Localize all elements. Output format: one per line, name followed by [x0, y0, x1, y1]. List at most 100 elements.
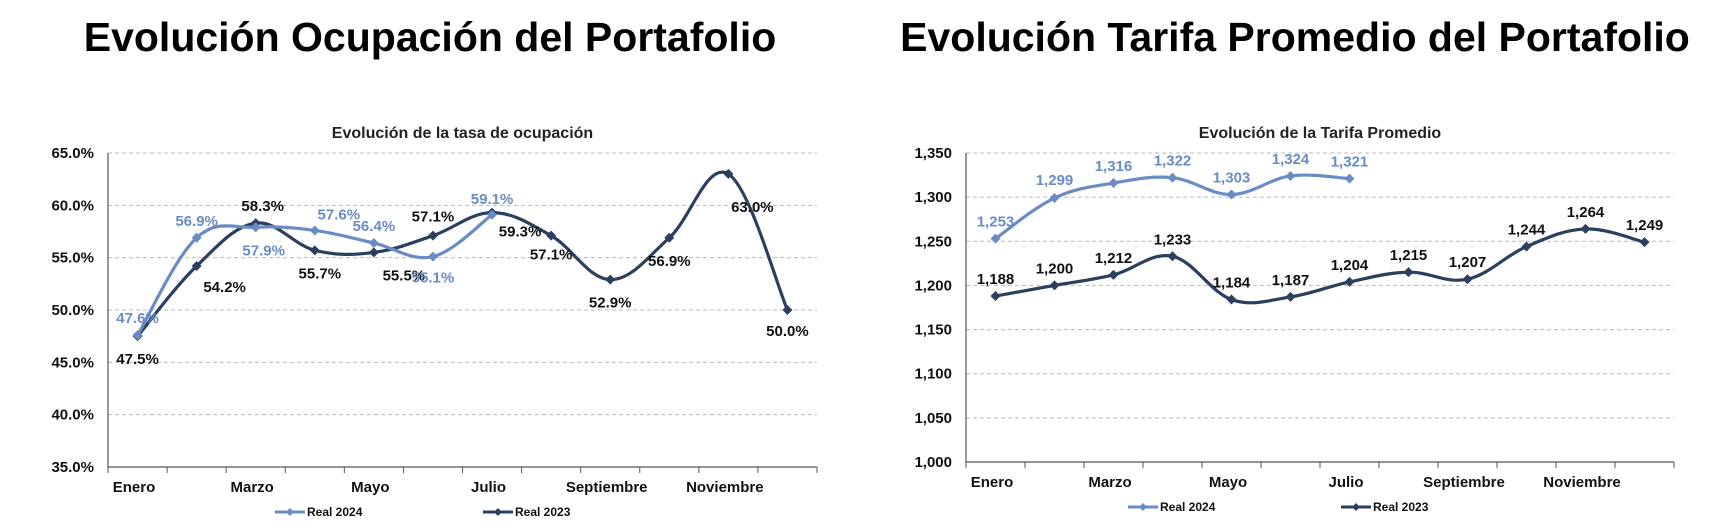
rate-data-label: 1,253	[977, 214, 1015, 231]
occupancy-data-point	[664, 232, 675, 243]
occupancy-data-label: 56.9%	[175, 213, 218, 230]
occupancy-legend-label: Real 2023	[515, 505, 571, 519]
occupancy-data-label: 56.9%	[648, 253, 691, 270]
rate-data-label: 1,249	[1626, 217, 1664, 234]
rate-y-tick-label: 1,250	[914, 233, 952, 250]
occupancy-data-label: 52.9%	[589, 295, 632, 312]
rate-y-tick-label: 1,000	[914, 454, 952, 471]
rate-data-point	[1167, 251, 1178, 262]
rate-data-label: 1,299	[1036, 172, 1074, 189]
occupancy-data-point	[427, 251, 438, 262]
occupancy-data-label: 57.1%	[412, 209, 455, 226]
rate-data-point	[1285, 291, 1296, 302]
occupancy-data-point	[309, 225, 320, 236]
occupancy-data-label: 55.1%	[412, 270, 455, 287]
occupancy-data-label: 59.1%	[471, 191, 514, 208]
rate-data-point	[1226, 189, 1237, 200]
rate-data-point	[1344, 276, 1355, 287]
rate-chart-title: Evolución de la Tarifa Promedio	[1199, 125, 1442, 142]
rate-data-label: 1,322	[1154, 153, 1192, 170]
occupancy-data-label: 56.4%	[353, 218, 396, 235]
rate-data-label: 1,321	[1331, 154, 1369, 171]
rate-legend-marker	[1139, 503, 1147, 511]
occupancy-data-point	[782, 305, 793, 315]
rate-legend-label: Real 2024	[1160, 500, 1216, 514]
occupancy-y-tick-label: 65.0%	[51, 145, 94, 162]
occupancy-data-point	[368, 238, 379, 249]
occupancy-chart: Evolución de la tasa de ocupación 35.0% 40…	[51, 125, 818, 519]
occupancy-data-point	[487, 209, 498, 220]
occupancy-data-point	[191, 232, 202, 243]
occupancy-data-label: 63.0%	[731, 199, 774, 216]
occupancy-legend-label: Real 2024	[307, 505, 363, 519]
rate-data-label: 1,187	[1272, 272, 1310, 289]
occupancy-data-label: 50.0%	[766, 323, 809, 340]
rate-data-point	[1403, 267, 1414, 278]
rate-data-label: 1,215	[1390, 247, 1428, 264]
occupancy-y-tick-label: 50.0%	[51, 302, 94, 319]
rate-data-label: 1,303	[1213, 169, 1251, 186]
occupancy-x-tick-label: Mayo	[351, 479, 389, 496]
rate-data-point	[1344, 173, 1355, 184]
rate-data-point	[990, 291, 1001, 302]
occupancy-data-label: 47.5%	[116, 351, 159, 368]
occupancy-data-label: 58.3%	[241, 198, 284, 215]
rate-data-point	[1580, 223, 1591, 234]
rate-data-label: 1,212	[1095, 250, 1133, 267]
occupancy-data-point	[250, 222, 261, 233]
rate-data-label: 1,204	[1331, 257, 1369, 274]
occupancy-data-point	[309, 245, 320, 256]
occupancy-x-tick-label: Noviembre	[686, 479, 764, 496]
rate-data-point	[1108, 178, 1119, 189]
rate-legend-label: Real 2023	[1373, 500, 1429, 514]
rate-data-label: 1,207	[1449, 254, 1487, 271]
occupancy-y-tick-label: 45.0%	[51, 354, 94, 371]
rate-data-label: 1,316	[1095, 158, 1133, 175]
occupancy-data-point	[191, 261, 202, 272]
rate-data-point	[990, 233, 1001, 244]
rate-data-label: 1,324	[1272, 151, 1310, 168]
rate-page-title: Evolución Tarifa Promedio del Portafolio	[900, 14, 1690, 60]
occupancy-data-point	[723, 168, 734, 179]
occupancy-y-tick-label: 40.0%	[51, 407, 94, 424]
rate-y-tick-label: 1,300	[914, 189, 952, 206]
occupancy-legend-marker	[494, 508, 502, 516]
occupancy-y-tick-label: 35.0%	[51, 459, 94, 476]
occupancy-data-label: 54.2%	[203, 279, 246, 296]
rate-data-point	[1521, 241, 1532, 252]
rate-y-tick-label: 1,050	[914, 410, 952, 427]
occupancy-x-tick-label: Julio	[471, 479, 506, 496]
occupancy-x-tick-label: Septiembre	[566, 479, 648, 496]
rate-legend-marker	[1352, 503, 1360, 511]
rate-data-label: 1,233	[1154, 231, 1192, 248]
rate-data-point	[1049, 193, 1060, 204]
rate-y-tick-label: 1,100	[914, 366, 952, 383]
occupancy-x-tick-label: Marzo	[230, 479, 273, 496]
rate-x-tick-label: Julio	[1328, 474, 1363, 491]
rate-data-point	[1285, 170, 1296, 181]
rate-y-tick-label: 1,150	[914, 322, 952, 339]
occupancy-y-tick-label: 55.0%	[51, 250, 94, 267]
occupancy-data-point	[427, 230, 438, 241]
occupancy-data-label: 57.9%	[242, 242, 285, 259]
occupancy-legend-marker	[286, 508, 294, 516]
rate-x-tick-label: Enero	[971, 474, 1014, 491]
occupancy-chart-title: Evolución de la tasa de ocupación	[332, 125, 593, 142]
rate-x-tick-label: Noviembre	[1543, 474, 1621, 491]
rate-data-point	[1462, 274, 1473, 285]
occupancy-data-point	[546, 230, 557, 241]
rate-chart: Evolución de la Tarifa Promedio 1,000 1,05…	[914, 125, 1675, 514]
occupancy-data-point	[605, 274, 616, 285]
rate-x-tick-label: Mayo	[1209, 474, 1247, 491]
occupancy-data-label: 59.3%	[499, 224, 542, 241]
rate-data-point	[1049, 280, 1060, 291]
occupancy-data-label: 47.6%	[116, 310, 159, 327]
occupancy-x-tick-label: Enero	[113, 479, 156, 496]
rate-data-label: 1,264	[1567, 204, 1605, 221]
occupancy-data-point	[132, 330, 143, 341]
occupancy-data-label: 55.7%	[299, 265, 342, 282]
occupancy-page-title: Evolución Ocupación del Portafolio	[83, 14, 777, 60]
rate-data-point	[1226, 294, 1237, 305]
rate-series-line-real-2023	[993, 227, 1647, 305]
